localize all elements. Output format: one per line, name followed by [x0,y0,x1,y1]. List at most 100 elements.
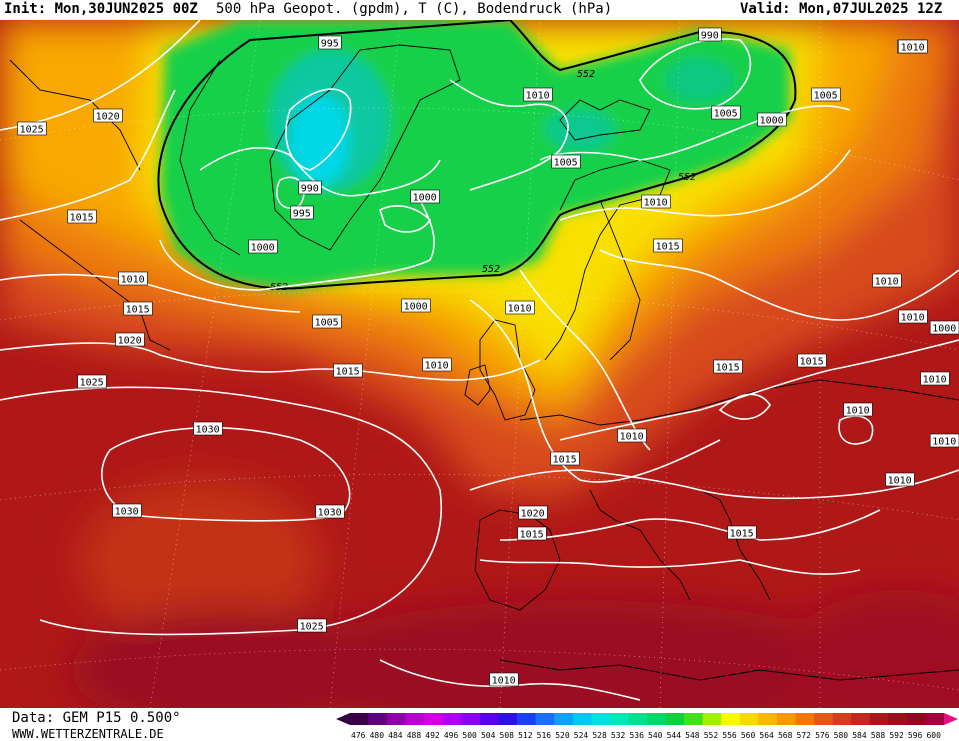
svg-text:1015: 1015 [656,242,680,253]
legend-tick-label: 576 [815,731,830,740]
isobar-label: 990 [698,27,722,42]
svg-text:1005: 1005 [714,109,738,120]
isobar-label: 1000 [757,112,787,127]
legend-swatch [479,713,499,725]
svg-text:1010: 1010 [875,277,899,288]
isobar-label: 1020 [518,505,548,520]
isobar-label: 1015 [550,451,580,466]
svg-text:1000: 1000 [251,243,275,254]
footer-bar: Data: GEM P15 0.500° WWW.WETTERZENTRALE.… [0,708,959,741]
legend-swatch [591,713,611,725]
legend-tick-label: 544 [667,731,682,740]
svg-text:1010: 1010 [620,432,644,443]
legend-swatch [572,713,592,725]
isobar-label: 1030 [315,504,345,519]
isobar-label: 1000 [410,189,440,204]
legend-swatch [442,713,462,725]
svg-text:1010: 1010 [888,476,912,487]
legend-tick-label: 548 [685,731,700,740]
isobar-label: 995 [290,205,314,220]
isobar-label: 1005 [711,105,741,120]
isobar-label: 1000 [248,239,278,254]
legend-swatch [517,713,536,725]
init-time: Init: Mon,30JUN2025 00Z [4,1,198,17]
isobar-label: 1010 [885,472,915,487]
isobar-label: 1030 [112,503,142,518]
legend-tick-label: 564 [759,731,774,740]
legend-swatch [925,713,945,725]
isobar-label: 1005 [811,87,841,102]
legend-tick-label: 536 [629,731,644,740]
header-bar: Init: Mon,30JUN2025 00Z 500 hPa Geopot. … [0,0,959,20]
svg-text:1025: 1025 [300,622,324,633]
svg-text:1015: 1015 [553,455,577,466]
isobar-label: 1010 [920,371,950,386]
legend-swatch [609,713,629,725]
legend-tick-label: 600 [926,731,941,740]
svg-text:1010: 1010 [901,313,925,324]
svg-text:995: 995 [321,39,339,50]
legend-tick-label: 492 [425,731,440,740]
legend-tick-label: 516 [537,731,552,740]
svg-text:1010: 1010 [923,375,947,386]
legend-tick-label: 500 [462,731,477,740]
land-outlines [9,44,959,681]
svg-text:990: 990 [701,31,719,42]
isobar-label: 990 [298,180,322,195]
isobar-label: 1025 [17,121,47,136]
isobar-label: 1010 [843,402,873,417]
legend-swatch [461,713,481,725]
legend-tick-label: 592 [889,731,904,740]
legend-swatch [554,713,574,725]
legend-tick-label: 520 [555,731,570,740]
isobar-label: 1015 [653,238,683,253]
isobar-label: 1010 [489,672,519,687]
color-legend: 476 480 484 488 492 496 500 504 508 512 516 520 524 5… [336,713,958,740]
legend-swatch [869,713,889,725]
isobar-label: 1000 [401,298,431,313]
isobar-label: 1015 [123,301,153,316]
svg-text:1015: 1015 [70,213,94,224]
legend-swatch [776,713,796,725]
svg-text:1010: 1010 [508,304,532,315]
isobar-label: 1010 [929,433,959,448]
isobar-label: 1005 [551,154,581,169]
legend-swatch [424,713,444,725]
svg-text:1010: 1010 [425,361,449,372]
legend-tick-label: 584 [852,731,867,740]
svg-text:1000: 1000 [404,302,428,313]
contour-552-label: 552 [678,172,696,183]
contour-552-label: 552 [482,264,500,275]
legend-swatch [665,713,685,725]
svg-text:1005: 1005 [315,318,339,329]
legend-tick-label: 504 [481,731,496,740]
isobar-label: 1010 [617,428,647,443]
map-title: 500 hPa Geopot. (gpdm), T (C), Bodendruc… [216,1,613,17]
svg-text:990: 990 [301,184,319,195]
svg-text:1025: 1025 [80,378,104,389]
svg-text:1030: 1030 [196,425,220,436]
legend-high-arrow [944,713,958,725]
isobar-label: 1030 [193,421,223,436]
legend-tick-label: 552 [704,731,719,740]
legend-tick-label: 476 [351,731,366,740]
legend-swatch [647,713,666,725]
svg-text:1005: 1005 [814,91,838,102]
svg-text:1030: 1030 [115,507,139,518]
legend-swatch [739,713,759,725]
isobar-label: 1015 [797,353,827,368]
isobar-label: 1000 [929,320,959,335]
legend-swatch [535,713,555,725]
svg-text:1015: 1015 [126,305,150,316]
website-credit: WWW.WETTERZENTRALE.DE [12,727,164,741]
legend-tick-label: 588 [871,731,886,740]
legend-swatch [702,713,722,725]
legend-tick-label: 596 [908,731,923,740]
legend-swatch [498,713,518,725]
svg-text:1020: 1020 [96,112,120,123]
isobar-label: 1015 [67,209,97,224]
svg-text:1030: 1030 [318,508,342,519]
legend-swatch [832,713,852,725]
svg-text:1015: 1015 [520,530,544,541]
isobar-label: 1020 [93,108,123,123]
